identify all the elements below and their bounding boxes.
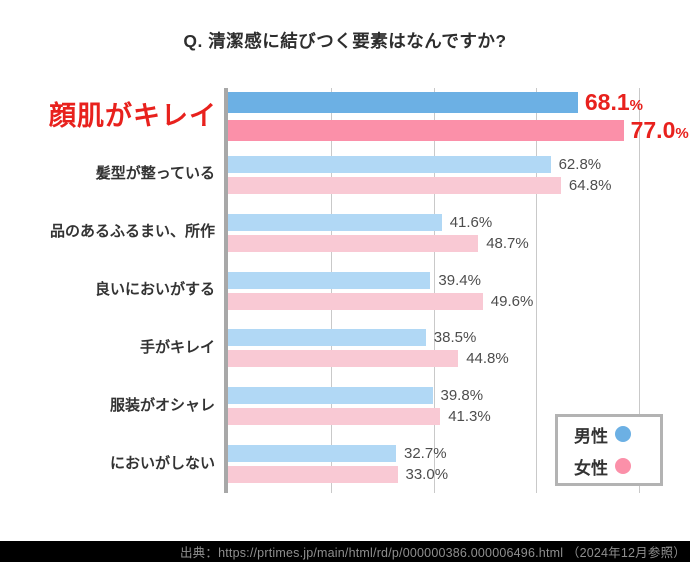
chart-row-3: 良いにおいがする 39.4% 49.6% [0, 262, 690, 320]
female-bar [228, 120, 624, 142]
chart-title: Q. 清潔感に結びつく要素はなんですか? [183, 31, 507, 51]
chart-row-2: 品のあるふるまい、所作 41.6% 48.7% [0, 204, 690, 262]
female-bar [228, 234, 479, 252]
legend-row-female: 女性 [574, 454, 660, 479]
chart-rows: 顔肌がキレイ 68.1% 77.0% 髪型が整っている 62.8% 64.8% 品のあるふる… [0, 88, 690, 493]
chart-row-1: 髪型が整っている 62.8% 64.8% [0, 146, 690, 204]
category-label: 服装がオシャレ [109, 396, 215, 414]
male-value-label: 62.8% [558, 155, 602, 173]
male-bar [228, 329, 426, 347]
male-value-label: 32.7% [404, 445, 447, 463]
chart-row-4: 手がキレイ 38.5% 44.8% [0, 319, 690, 377]
male-bar-line: 39.4% [228, 271, 690, 289]
male-bar [228, 271, 431, 289]
category-label: 顔肌がキレイ [49, 101, 217, 132]
female-bar-line: 64.8% [228, 176, 690, 194]
female-value-label: 44.8% [466, 350, 509, 368]
source-footer-bar: 出典：https://prtimes.jp/main/html/rd/p/000… [0, 541, 690, 562]
gridline-80pct [639, 88, 640, 493]
category-label: 髪型が整っている [95, 165, 215, 183]
chart-row-5: 服装がオシャレ 39.8% 41.3% [0, 377, 690, 435]
male-value-label: 68.1% [584, 89, 643, 116]
gridline-60pct [536, 88, 538, 493]
category-label: 良いにおいがする [94, 281, 215, 299]
male-bar-line: 32.7% [228, 445, 690, 463]
male-color-dot-icon [615, 426, 631, 442]
male-value-label: 39.8% [440, 387, 484, 405]
chart-row-0: 顔肌がキレイ 68.1% 77.0% [0, 88, 690, 146]
legend-row-male: 男性 [574, 422, 660, 447]
female-color-dot-icon [615, 458, 631, 474]
male-bar-line: 62.8% [228, 155, 690, 173]
female-bar [228, 466, 398, 484]
male-bar-line: 39.8% [228, 387, 690, 405]
gridline-20pct [330, 88, 332, 493]
male-bar-line: 38.5% [228, 329, 690, 347]
source-citation: 出典：https://prtimes.jp/main/html/rd/p/000… [179, 546, 686, 560]
female-value-label: 48.7% [486, 234, 529, 252]
legend-label-male: 男性 [574, 426, 608, 446]
bar-pair: 39.4% 49.6% [228, 271, 690, 310]
male-bar [228, 387, 433, 405]
male-bar [228, 445, 396, 463]
y-axis-line [224, 88, 228, 493]
male-bar [228, 92, 578, 114]
female-bar [228, 350, 459, 368]
female-bar-line: 33.0% [228, 466, 690, 484]
female-value-label: 33.0% [405, 466, 449, 484]
bar-pair: 68.1% 77.0% [228, 91, 690, 142]
bar-pair: 39.8% 41.3% [228, 387, 690, 426]
bar-pair: 38.5% 44.8% [228, 329, 690, 368]
female-value-label: 49.6% [490, 292, 534, 310]
female-bar-line: 44.8% [228, 350, 690, 368]
male-value-label: 38.5% [433, 329, 477, 347]
female-bar [228, 408, 441, 426]
female-bar [228, 292, 483, 310]
female-bar [228, 176, 561, 194]
male-bar [228, 155, 551, 173]
male-bar [228, 213, 442, 231]
category-label: 品のあるふるまい、所作 [49, 223, 215, 241]
legend-label-female: 女性 [574, 458, 608, 478]
female-value-label: 64.8% [568, 176, 612, 194]
female-value-label: 41.3% [448, 408, 491, 426]
female-bar-line: 41.3% [228, 408, 690, 426]
bar-pair: 32.7% 33.0% [228, 445, 690, 484]
female-value-label: 77.0% [630, 117, 689, 144]
chart-row-6: においがしない 32.7% 33.0% [0, 435, 690, 493]
bar-pair: 62.8% 64.8% [228, 155, 690, 194]
female-bar-line: 77.0% [228, 119, 690, 142]
female-bar-line: 48.7% [228, 234, 690, 252]
bar-pair: 41.6% 48.7% [228, 213, 690, 252]
male-bar-line: 68.1% [228, 91, 690, 114]
category-label: 手がキレイ [139, 338, 215, 356]
male-bar-line: 41.6% [228, 213, 690, 231]
legend-box: 男性 女性 [555, 414, 663, 486]
plot-area [0, 88, 690, 493]
gridline-40pct [433, 88, 435, 493]
male-value-label: 39.4% [438, 271, 481, 289]
male-value-label: 41.6% [449, 213, 493, 231]
category-label: においがしない [109, 454, 215, 472]
female-bar-line: 49.6% [228, 292, 690, 310]
